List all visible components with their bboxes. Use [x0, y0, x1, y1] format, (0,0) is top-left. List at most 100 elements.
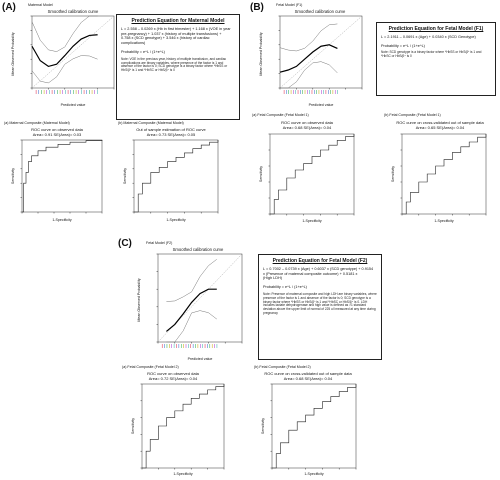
roc-title-a1: ROC curve on observed data	[31, 127, 83, 132]
roc-xlabel-b1: 1-Specificity	[302, 219, 322, 223]
roc-curve	[22, 140, 103, 213]
roc-area-b2: Area= 0.65 SE(Area)= 0.04	[415, 125, 465, 130]
ci-upper-line	[31, 15, 98, 52]
roc-xlabel-a1: 1-Specificity	[52, 218, 72, 222]
plot-frame	[133, 139, 219, 213]
roc-curve	[270, 134, 355, 215]
equation-line: L = 2.558 – 0.0269 x (Hb in first trimes…	[121, 27, 231, 31]
roc-xlabel-b2: 1-Specificity	[434, 219, 454, 223]
panel-label-b: Fetal Model (F1)	[276, 3, 303, 7]
roc-area-c1: Area= 0.72 SE(Area)= 0.04	[148, 376, 198, 381]
ci-lower-line	[280, 61, 338, 89]
equation-line: L = 0.7002 – 0.0739 x (Age) + 0.6037 x (…	[263, 267, 374, 271]
equation-line: (High LDH)	[263, 276, 282, 281]
roc-ylabel-c1: Sensitivity	[131, 417, 136, 435]
roc-ylabel-a1: Sensitivity	[11, 167, 16, 185]
panel-label-c: Fetal Model (F2)	[146, 241, 173, 245]
ideal-line	[31, 15, 115, 89]
plot-frame	[141, 383, 225, 469]
equation-box-a: Prediction Equation for Maternal Model L…	[116, 14, 240, 120]
roc-ylabel-c2: Sensitivity	[261, 417, 266, 435]
plot-frame	[31, 15, 115, 89]
roc-sub-b2: (b) Fetal Composite (Fetal Model 1)	[384, 113, 441, 117]
calib-ylabel-c: Mean Observed Probability	[137, 278, 142, 322]
calibration-chart-b	[278, 15, 363, 94]
equation-line: pre-pregnancy) + 1.037 x (history of mul…	[121, 31, 222, 36]
plot-frame	[21, 139, 103, 213]
calib-xlabel-a: Predicted value	[60, 103, 86, 107]
roc-sub-c2: (b) Fetal Composite (Fetal Model 2)	[254, 365, 311, 369]
ci-upper-line	[166, 259, 217, 302]
roc-area-a1: Area= 0.91 SE(Area)= 0.03	[32, 132, 82, 137]
plot-frame	[157, 253, 243, 343]
calibration-chart-c	[156, 253, 243, 348]
roc-xlabel-a2: 1-Specificity	[166, 218, 186, 222]
ideal-line	[157, 253, 243, 343]
roc-title-a2: Out of sample estimation of ROC curve	[136, 127, 206, 132]
ci-upper-line	[279, 23, 338, 52]
roc-sub-a2: (b) Maternal Composite (Maternal Model)	[118, 121, 184, 125]
panel-letter-c: (C)	[118, 238, 132, 249]
equation-line: x (Presence of maternal composite outcom…	[263, 271, 358, 276]
roc-sub-a1: (a) Maternal Composite (Maternal Model)	[4, 121, 70, 125]
probability-formula-a: Probability = e^L / (1+e^L)	[121, 49, 165, 54]
roc-area-a2: Area= 0.73 SE(Area)= 0.05	[146, 132, 196, 137]
roc-area-c2: Area= 0.68 SE(Area)= 0.04	[283, 376, 333, 381]
calibration-line	[31, 34, 98, 68]
roc-xlabel-c1: 1-Specificity	[173, 472, 193, 476]
plot-frame	[269, 133, 355, 215]
ideal-line	[279, 15, 363, 89]
calib-xlabel-c: Predicted value	[187, 357, 213, 361]
ci-lower-line	[31, 55, 98, 84]
equation-line: 0.758 x (SCD genotype) + 3.546 x (histor…	[121, 36, 210, 41]
calibration-chart-a	[30, 15, 115, 94]
roc-title-b1: ROC curve on observed data	[281, 120, 333, 125]
roc-curve	[142, 384, 225, 469]
roc-title-b2: ROC curve on cross-validated out of samp…	[396, 120, 484, 125]
calib-ylabel-b: Mean Observed Probability	[259, 32, 264, 76]
roc-title-c2: ROC curve on cross-validated out of samp…	[264, 371, 352, 376]
plot-frame	[271, 383, 357, 469]
equation-box-b: Prediction Equation for Fetal Model (F1)…	[376, 22, 496, 96]
equation-heading-b: Prediction Equation for Fetal Model (F1)	[388, 26, 484, 32]
calib-xlabel-b: Predicted value	[308, 103, 334, 107]
roc-chart-a1	[20, 139, 103, 214]
roc-chart-c2	[270, 383, 357, 470]
calib-title-b: Smoothed calibration curve	[294, 9, 346, 14]
roc-ylabel-b1: Sensitivity	[259, 165, 264, 183]
roc-sub-c1: (a) Fetal Composite (Fetal Model 2)	[122, 365, 179, 369]
calib-title-a: Smoothed calibration curve	[47, 9, 99, 14]
roc-chart-b1	[268, 133, 355, 216]
roc-chart-b2	[400, 133, 487, 216]
equation-box-c: Prediction Equation for Fetal Model (F2)…	[258, 254, 382, 360]
equation-line: L = 2.1911 – 0.0691 x (Age) + 0.0340 x (…	[381, 35, 476, 39]
plot-frame	[401, 133, 487, 215]
roc-xlabel-c2: 1-Specificity	[304, 472, 324, 476]
roc-curve	[272, 384, 357, 469]
panel-letter-b: (B)	[250, 2, 264, 13]
equation-heading-a: Prediction Equation for Maternal Model	[131, 18, 225, 24]
probability-formula-b: Probability = e^L / (1+e^L)	[381, 43, 425, 48]
plot-frame	[279, 15, 363, 89]
calibration-line	[279, 44, 338, 73]
roc-chart-a2	[132, 139, 219, 214]
roc-curve	[402, 134, 487, 215]
calibration-line	[166, 288, 217, 332]
roc-title-c1: ROC curve on observed data	[147, 371, 199, 376]
roc-chart-c1	[140, 383, 225, 470]
equation-note-c: Note: Presence of maternal composite and…	[263, 291, 377, 316]
panel-label-a: Maternal Model	[28, 3, 53, 7]
equation-line: complications)	[121, 41, 146, 46]
equation-heading-c: Prediction Equation for Fetal Model (F2)	[272, 258, 368, 264]
roc-area-b1: Area= 0.68 SE(Area)= 0.04	[282, 125, 332, 130]
calib-title-c: Smoothed calibration curve	[172, 247, 224, 252]
equation-note-b: Note: SCD genotype is a binary factor wh…	[381, 50, 482, 59]
calib-ylabel-a: Mean Observed Probability	[11, 32, 16, 76]
probability-formula-c: Probability = e^L / (1+e^L)	[263, 285, 307, 290]
roc-curve	[134, 140, 219, 213]
panel-letter-a: (A)	[2, 2, 16, 13]
roc-ylabel-b2: Sensitivity	[391, 165, 396, 183]
roc-sub-b1: (a) Fetal Composite (Fetal Model 1)	[252, 113, 309, 117]
ci-lower-line	[166, 310, 217, 343]
roc-ylabel-a2: Sensitivity	[123, 167, 128, 185]
